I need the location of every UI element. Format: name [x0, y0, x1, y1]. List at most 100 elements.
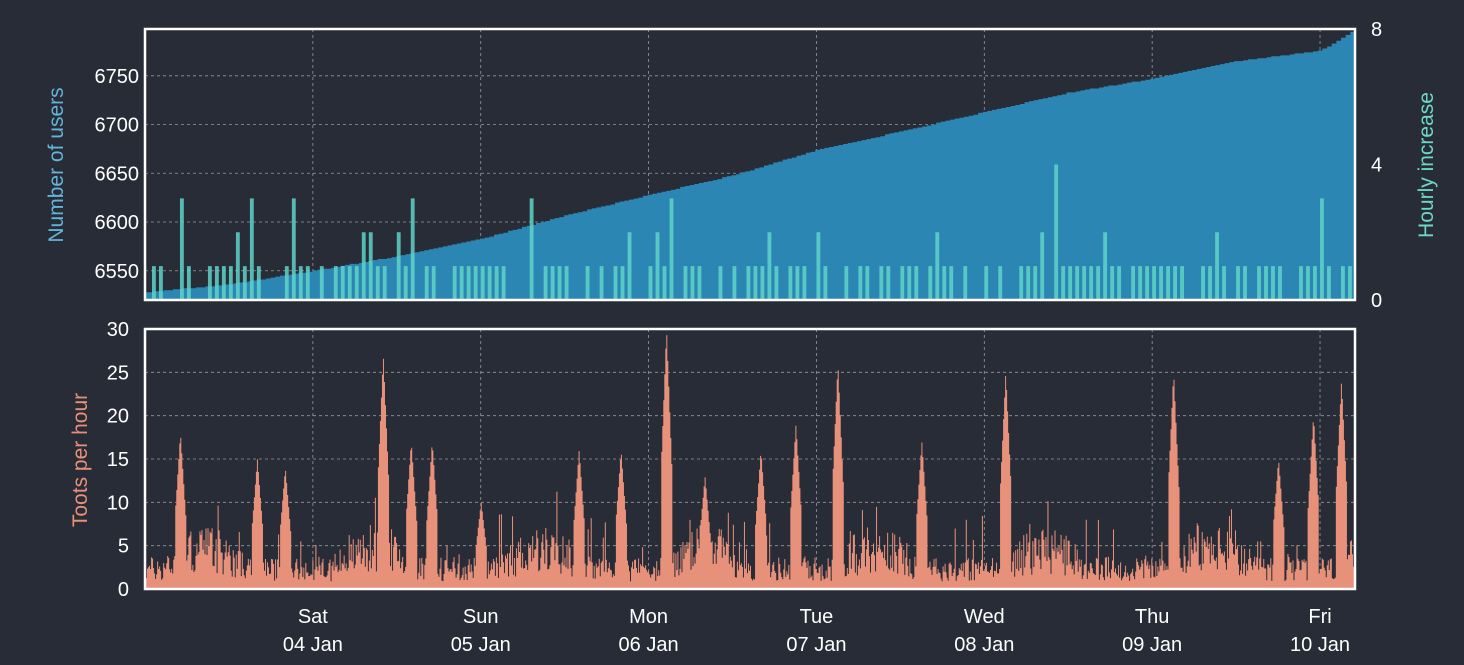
hourly-bar — [1320, 198, 1324, 300]
hourly-bar — [410, 198, 415, 300]
hourly-bar — [907, 266, 912, 300]
toots-tick-label: 10 — [107, 492, 129, 514]
toots-y-ticks: 0 5 10 15 20 25 30 — [107, 319, 129, 601]
hourly-bar — [1313, 266, 1317, 300]
x-tick-day: Thu — [1135, 606, 1169, 628]
hourly-bar — [1173, 266, 1177, 300]
hourly-bar — [1138, 266, 1143, 300]
hourly-bar — [767, 232, 772, 300]
hourly-bar — [543, 266, 548, 300]
hourly-bar — [1096, 266, 1101, 300]
x-tick-date: 07 Jan — [786, 634, 846, 656]
hourly-bar — [1117, 266, 1122, 300]
hourly-bar — [340, 266, 345, 300]
hourly-bar — [774, 266, 779, 300]
hourly-bar — [480, 266, 485, 300]
hourly-bar — [473, 266, 478, 300]
hourly-bar — [858, 266, 863, 300]
hourly-bar — [648, 266, 653, 300]
hourly-bar — [466, 266, 471, 300]
hourly-bar — [1040, 232, 1045, 300]
hourly-bar — [1019, 266, 1024, 300]
hourly-bar — [207, 266, 212, 300]
hourly-bar — [963, 266, 968, 300]
hourly-bar — [823, 266, 828, 300]
hourly-bar — [361, 232, 366, 300]
hourly-bar — [914, 266, 919, 300]
hourly-bar — [1026, 266, 1031, 300]
hourly-bar — [151, 266, 156, 300]
hourly-bar — [557, 266, 562, 300]
x-tick-date: 06 Jan — [619, 634, 679, 656]
hourly-bar — [662, 266, 667, 300]
hourly-bar — [984, 266, 989, 300]
users-tick-label: 6700 — [95, 115, 140, 137]
hourly-bar — [655, 232, 660, 300]
toots-tick-label: 15 — [107, 449, 129, 471]
hourly-bar — [459, 266, 464, 300]
hourly-bar — [529, 198, 534, 300]
hourly-y-ticks: 0 4 8 — [1371, 19, 1382, 312]
hourly-bar — [683, 266, 688, 300]
users-area-series — [145, 29, 1355, 300]
hourly-bar — [242, 266, 247, 300]
hourly-bar — [732, 266, 737, 300]
hourly-bar — [1131, 266, 1136, 300]
hourly-bar — [382, 266, 387, 300]
toots-tick-label: 20 — [107, 406, 129, 428]
hourly-bar — [802, 266, 807, 300]
hourly-bar — [186, 266, 191, 300]
hourly-bar — [900, 266, 905, 300]
x-tick-date: 09 Jan — [1122, 634, 1182, 656]
hourly-bar — [1306, 266, 1310, 300]
users-y-ticks: 6550 6600 6650 6700 6750 — [95, 66, 140, 283]
users-area — [145, 29, 1355, 300]
hourly-bar — [403, 266, 408, 300]
users-panel-frame — [143, 27, 1357, 302]
hourly-bar — [998, 266, 1003, 300]
hourly-bar — [424, 266, 429, 300]
hourly-bar — [501, 266, 506, 300]
hourly-bar — [431, 266, 436, 300]
users-panel: 6550 6600 6650 6700 6750 0 4 8 Number of users… — [45, 19, 1438, 312]
x-tick-date: 10 Jan — [1290, 634, 1350, 656]
hourly-bar — [1152, 266, 1157, 300]
hourly-bar — [1054, 164, 1059, 300]
hourly-bar — [333, 266, 338, 300]
hourly-bar — [1166, 266, 1171, 300]
hourly-bar — [1075, 266, 1080, 300]
hourly-bar — [1243, 266, 1247, 300]
hourly-bar — [1068, 266, 1073, 300]
toots-tick-label: 30 — [107, 319, 129, 341]
hourly-bar — [1082, 266, 1087, 300]
users-axis-label: Number of users — [45, 87, 68, 242]
hourly-bar — [620, 266, 625, 300]
hourly-bar — [935, 232, 940, 300]
x-tick-day: Fri — [1308, 606, 1331, 628]
toots-tick-label: 25 — [107, 362, 129, 384]
x-tick-date: 04 Jan — [283, 634, 343, 656]
hourly-bar — [1299, 266, 1303, 300]
x-tick-day: Wed — [964, 606, 1005, 628]
hourly-bar — [1089, 266, 1094, 300]
toots-panel: 0 5 10 15 20 25 30 Sat 04 Jan Sun 05 Jan Mon 06 Jan… — [69, 319, 1357, 656]
toots-tick-label: 0 — [118, 579, 129, 601]
hourly-tick-label: 8 — [1371, 19, 1382, 41]
hourly-bar — [375, 266, 380, 300]
hourly-bar — [1145, 266, 1150, 300]
hourly-bar — [179, 198, 184, 300]
x-tick-day: Tue — [800, 606, 834, 628]
hourly-bar — [1264, 266, 1268, 300]
hourly-axis-label: Hourly increase — [1415, 92, 1438, 238]
hourly-bar — [256, 266, 261, 300]
hourly-bar — [214, 266, 219, 300]
hourly-bar — [753, 266, 758, 300]
hourly-bar — [585, 266, 590, 300]
hourly-bar — [1327, 266, 1331, 300]
hourly-bar — [354, 266, 359, 300]
hourly-bar — [291, 198, 296, 300]
hourly-bar — [284, 266, 289, 300]
hourly-bar — [228, 266, 233, 300]
